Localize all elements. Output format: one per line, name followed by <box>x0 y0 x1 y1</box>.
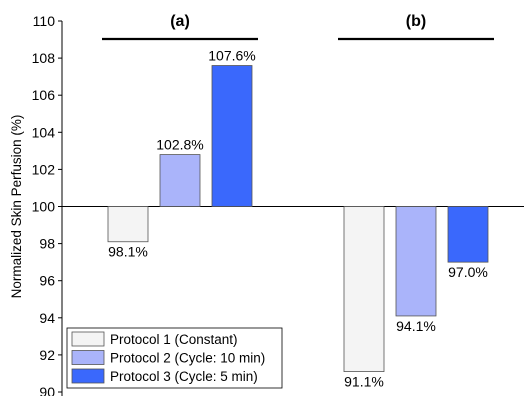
y-axis-title: Normalized Skin Perfusion (%) <box>9 115 24 299</box>
data-label: 91.1% <box>344 374 384 390</box>
legend-entry: Protocol 1 (Constant) <box>110 332 238 347</box>
data-label: 102.8% <box>156 137 203 153</box>
y-tick-label: 108 <box>32 50 56 66</box>
legend-entry: Protocol 3 (Cycle: 5 min) <box>110 369 258 384</box>
legend-entry: Protocol 2 (Cycle: 10 min) <box>110 351 265 366</box>
y-tick-label: 98 <box>39 236 55 252</box>
panel-label: (a) <box>170 13 190 30</box>
legend-swatch <box>71 350 105 365</box>
y-tick-label: 100 <box>32 199 56 215</box>
y-tick-label: 104 <box>32 124 56 140</box>
y-tick-label: 94 <box>39 310 55 326</box>
bar <box>447 206 489 263</box>
bar <box>395 206 437 317</box>
bar <box>343 206 385 372</box>
y-tick-label: 96 <box>39 273 55 289</box>
y-tick-label: 90 <box>39 384 55 396</box>
bar <box>159 154 201 207</box>
bar <box>107 206 149 243</box>
legend-swatch <box>71 331 105 347</box>
panel-label: (b) <box>406 13 426 30</box>
data-label: 107.6% <box>208 48 255 64</box>
y-tick-label: 102 <box>32 161 56 177</box>
y-tick-label: 92 <box>39 347 55 363</box>
bar <box>211 65 253 207</box>
data-label: 98.1% <box>108 244 148 260</box>
data-label: 97.0% <box>448 264 488 280</box>
data-label: 94.1% <box>396 318 436 334</box>
legend-swatch <box>71 368 105 384</box>
y-tick-label: 110 <box>33 13 56 29</box>
y-tick-label: 106 <box>32 87 56 103</box>
